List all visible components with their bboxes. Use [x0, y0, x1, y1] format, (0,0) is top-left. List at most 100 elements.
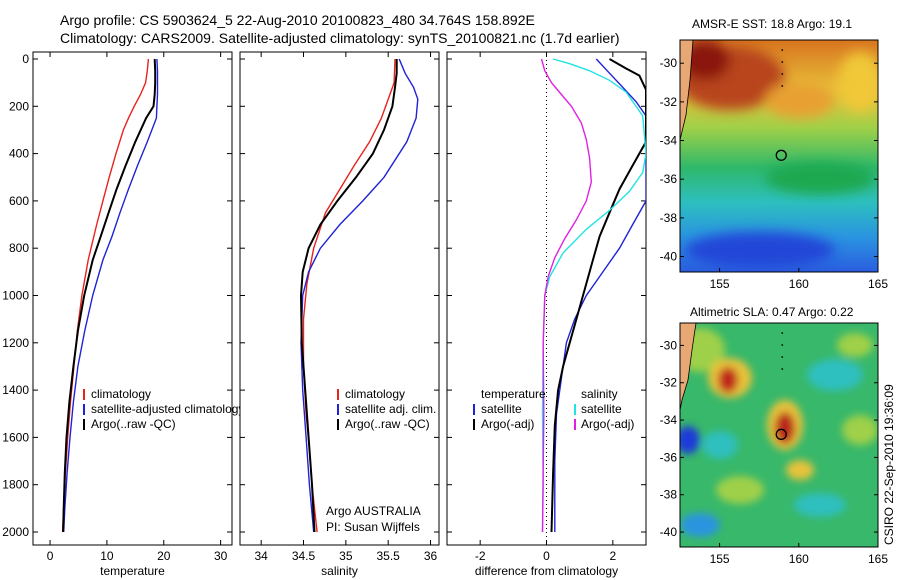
x-tick-label: 35 — [339, 549, 353, 563]
x-tick-label: 34 — [254, 549, 268, 563]
x-axis-label: difference from climatology — [475, 564, 618, 578]
track-dot — [781, 49, 784, 51]
map-x-tick-label: 165 — [868, 552, 888, 566]
legend-entry: Argo(-adj) — [481, 417, 534, 431]
y-tick-label: 200 — [9, 99, 29, 113]
track-dot — [781, 356, 784, 358]
legend-heading: salinity — [581, 387, 618, 401]
x-tick-label: 0 — [543, 549, 550, 563]
legend-entry: Argo(-adj) — [581, 417, 634, 431]
x-tick-label: 10 — [100, 549, 114, 563]
y-tick-label: 1400 — [2, 383, 29, 397]
sst-argo-marker — [775, 149, 787, 161]
sla-map-title: Altimetric SLA: 0.47 Argo: 0.22 — [690, 305, 854, 319]
y-tick-label: 600 — [9, 194, 29, 208]
map-y-tick-label: -32 — [660, 95, 678, 109]
map-y-tick-label: -34 — [660, 134, 678, 148]
legend-entry: satellite adj. clim. — [345, 402, 436, 416]
map-y-tick-label: -34 — [660, 413, 678, 427]
x-tick-label: 34.5 — [292, 549, 316, 563]
map-y-tick-label: -30 — [660, 56, 678, 70]
temperature-panel: 0 200 400 600 800 1000 1200 1400 1600 1800 2000 0 10… — [2, 51, 244, 578]
track-dot — [781, 85, 784, 87]
legend-entry: Argo(..raw -QC) — [91, 417, 176, 431]
plot-frame — [239, 51, 440, 546]
sst-map-axes: 155 160 165 -30 -32 -34 -36 -38 -40 — [660, 49, 888, 291]
map-x-tick-label: 155 — [710, 552, 730, 566]
y-tick-label: 1200 — [2, 336, 29, 350]
x-tick-label: 20 — [157, 549, 171, 563]
x-tick-label: -2 — [475, 549, 486, 563]
track-dot — [781, 368, 784, 370]
plot-frame — [446, 51, 647, 546]
map-y-tick-label: -30 — [660, 338, 678, 352]
legend-heading: temperature — [481, 387, 546, 401]
x-tick-label: 36 — [424, 549, 438, 563]
sla-blob — [837, 333, 873, 357]
y-tick-label: 2000 — [2, 525, 29, 539]
y-tick-label: 1600 — [2, 430, 29, 444]
sla-blob — [718, 367, 738, 393]
sla-blob — [786, 460, 814, 480]
track-dot — [781, 73, 784, 75]
sla-blob — [842, 415, 878, 445]
sla-land — [680, 323, 697, 411]
x-axis-label: temperature — [100, 564, 165, 578]
map-y-tick-label: -38 — [660, 211, 678, 225]
map-y-tick-label: -36 — [660, 172, 678, 186]
legend-entry: satellite-adjusted climatology — [91, 402, 244, 416]
sst-map — [680, 40, 878, 272]
map-x-tick-label: 160 — [789, 552, 809, 566]
sla-blob — [680, 426, 700, 454]
sla-map-axes: 155 160 165 -30 -32 -34 -36 -38 -40 — [660, 332, 888, 566]
x-tick-label: 35.5 — [377, 549, 401, 563]
legend-entry: satellite — [481, 402, 522, 416]
map-y-tick-label: -40 — [660, 250, 678, 264]
sst-land — [680, 40, 694, 141]
x-tick-label: 0 — [47, 549, 54, 563]
sla-blob — [702, 431, 738, 459]
x-axis-label: salinity — [321, 564, 358, 578]
map-y-tick-label: -40 — [660, 525, 678, 539]
sla-map-frame — [679, 322, 879, 548]
figure-title-line2: Climatology: CARS2009. Satellite-adjuste… — [60, 30, 620, 46]
sla-blob — [716, 476, 764, 504]
sst-warm-tongue — [765, 82, 835, 118]
map-x-tick-label: 160 — [789, 277, 809, 291]
map-y-tick-label: -36 — [660, 450, 678, 464]
sla-map — [680, 323, 878, 547]
track-dot — [781, 61, 784, 63]
series-line-argo-raw-qc- — [299, 59, 398, 533]
salinity-panel: 34 34.5 35 35.5 36 salinity climatologysatelli… — [239, 51, 440, 578]
series-line-salinity-argo-adj- — [540, 58, 593, 533]
credit-line2: PI: Susan Wijffels — [326, 520, 420, 534]
y-tick-label: 1800 — [2, 478, 29, 492]
x-tick-label: 2 — [609, 549, 616, 563]
legend-entry: climatology — [91, 387, 151, 401]
legend-entry: climatology — [345, 387, 405, 401]
series-line-satellite-adjusted-climatology — [63, 58, 159, 533]
figure-title-line1: Argo profile: CS 5903624_5 22-Aug-2010 2… — [60, 12, 535, 28]
sla-argo-marker — [775, 428, 787, 440]
series-line-temperature-satellite — [554, 58, 646, 532]
map-x-tick-label: 155 — [710, 277, 730, 291]
sla-blob — [775, 412, 795, 444]
sla-blob — [807, 359, 863, 391]
series-line-satellite-adj-clim- — [300, 58, 419, 533]
sst-cold-patch — [685, 232, 835, 268]
track-dot — [781, 332, 784, 334]
legend-entry: Argo(..raw -QC) — [345, 417, 430, 431]
track-dot — [781, 344, 784, 346]
y-tick-label: 1000 — [2, 289, 29, 303]
map-y-tick-label: -32 — [660, 376, 678, 390]
plot-frame — [32, 51, 233, 546]
series-line-argo-raw-qc- — [62, 58, 157, 533]
legend-entry: satellite — [581, 402, 622, 416]
y-tick-label: 0 — [22, 52, 29, 66]
sst-map-title: AMSR-E SST: 18.8 Argo: 19.1 — [692, 17, 852, 31]
map-x-tick-label: 165 — [868, 277, 888, 291]
y-tick-label: 800 — [9, 241, 29, 255]
sst-map-frame — [679, 39, 879, 273]
